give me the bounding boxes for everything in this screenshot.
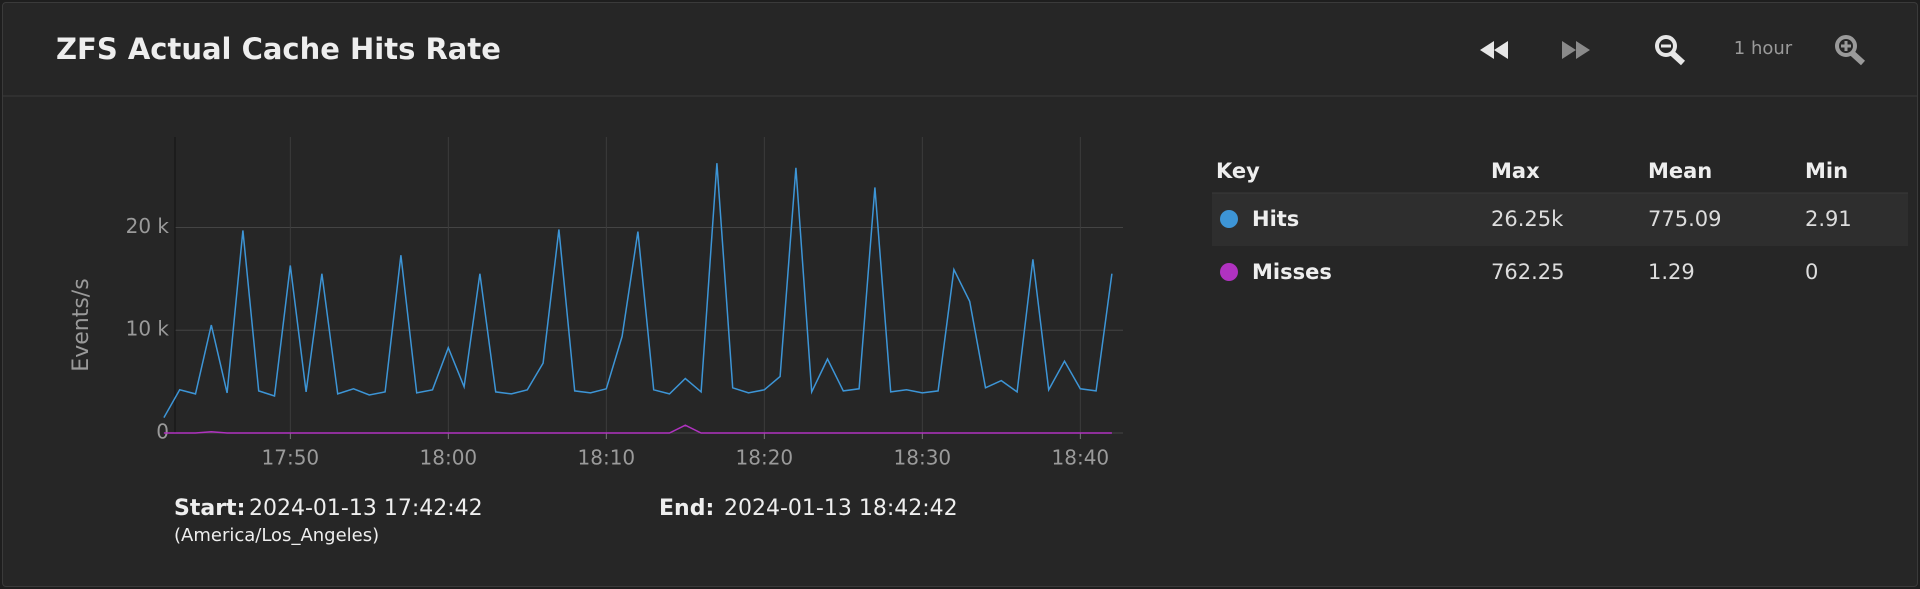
legend-key: Misses bbox=[1252, 260, 1332, 284]
legend-swatch bbox=[1220, 263, 1238, 281]
legend-swatch bbox=[1220, 210, 1238, 228]
legend-stat: 2.91 bbox=[1805, 207, 1852, 231]
start-label: Start: bbox=[174, 496, 245, 521]
zoom-out-button[interactable] bbox=[1655, 35, 1686, 66]
legend-column-header: Mean bbox=[1648, 159, 1712, 183]
x-tick-label: 18:40 bbox=[1052, 446, 1110, 470]
forward-button[interactable] bbox=[1562, 41, 1590, 59]
x-tick-label: 18:10 bbox=[578, 446, 636, 470]
end-label: End: bbox=[659, 496, 714, 521]
series-line bbox=[163, 424, 1112, 434]
legend-stat: 775.09 bbox=[1648, 207, 1721, 231]
legend-row-highlight bbox=[1212, 193, 1908, 246]
end-time: 2024-01-13 18:42:42 bbox=[724, 496, 958, 521]
x-tick-label: 18:30 bbox=[894, 446, 952, 470]
legend-stat: 0 bbox=[1805, 260, 1818, 284]
x-tick-label: 18:00 bbox=[420, 446, 478, 470]
timezone: (America/Los_Angeles) bbox=[174, 525, 379, 546]
start-time: 2024-01-13 17:42:42 bbox=[249, 496, 483, 521]
rewind-button[interactable] bbox=[1480, 41, 1508, 59]
legend-column-header: Max bbox=[1491, 159, 1540, 183]
y-tick-label: 0 bbox=[156, 420, 169, 444]
legend-key: Hits bbox=[1252, 207, 1299, 231]
y-tick-label: 10 k bbox=[126, 317, 170, 341]
y-axis-label: Events/s bbox=[69, 278, 94, 371]
range-label[interactable]: 1 hour bbox=[1734, 38, 1793, 59]
legend-stat: 1.29 bbox=[1648, 260, 1695, 284]
widget-title: ZFS Actual Cache Hits Rate bbox=[56, 32, 501, 66]
x-tick-label: 17:50 bbox=[262, 446, 320, 470]
legend-column-header: Key bbox=[1216, 159, 1260, 183]
legend-stat: 762.25 bbox=[1491, 260, 1564, 284]
series-line bbox=[163, 163, 1113, 418]
x-tick-label: 18:20 bbox=[736, 446, 794, 470]
y-tick-label: 20 k bbox=[126, 214, 170, 238]
legend-stat: 26.25k bbox=[1491, 207, 1564, 231]
zoom-in-button[interactable] bbox=[1835, 35, 1866, 66]
legend-column-header: Min bbox=[1805, 159, 1848, 183]
